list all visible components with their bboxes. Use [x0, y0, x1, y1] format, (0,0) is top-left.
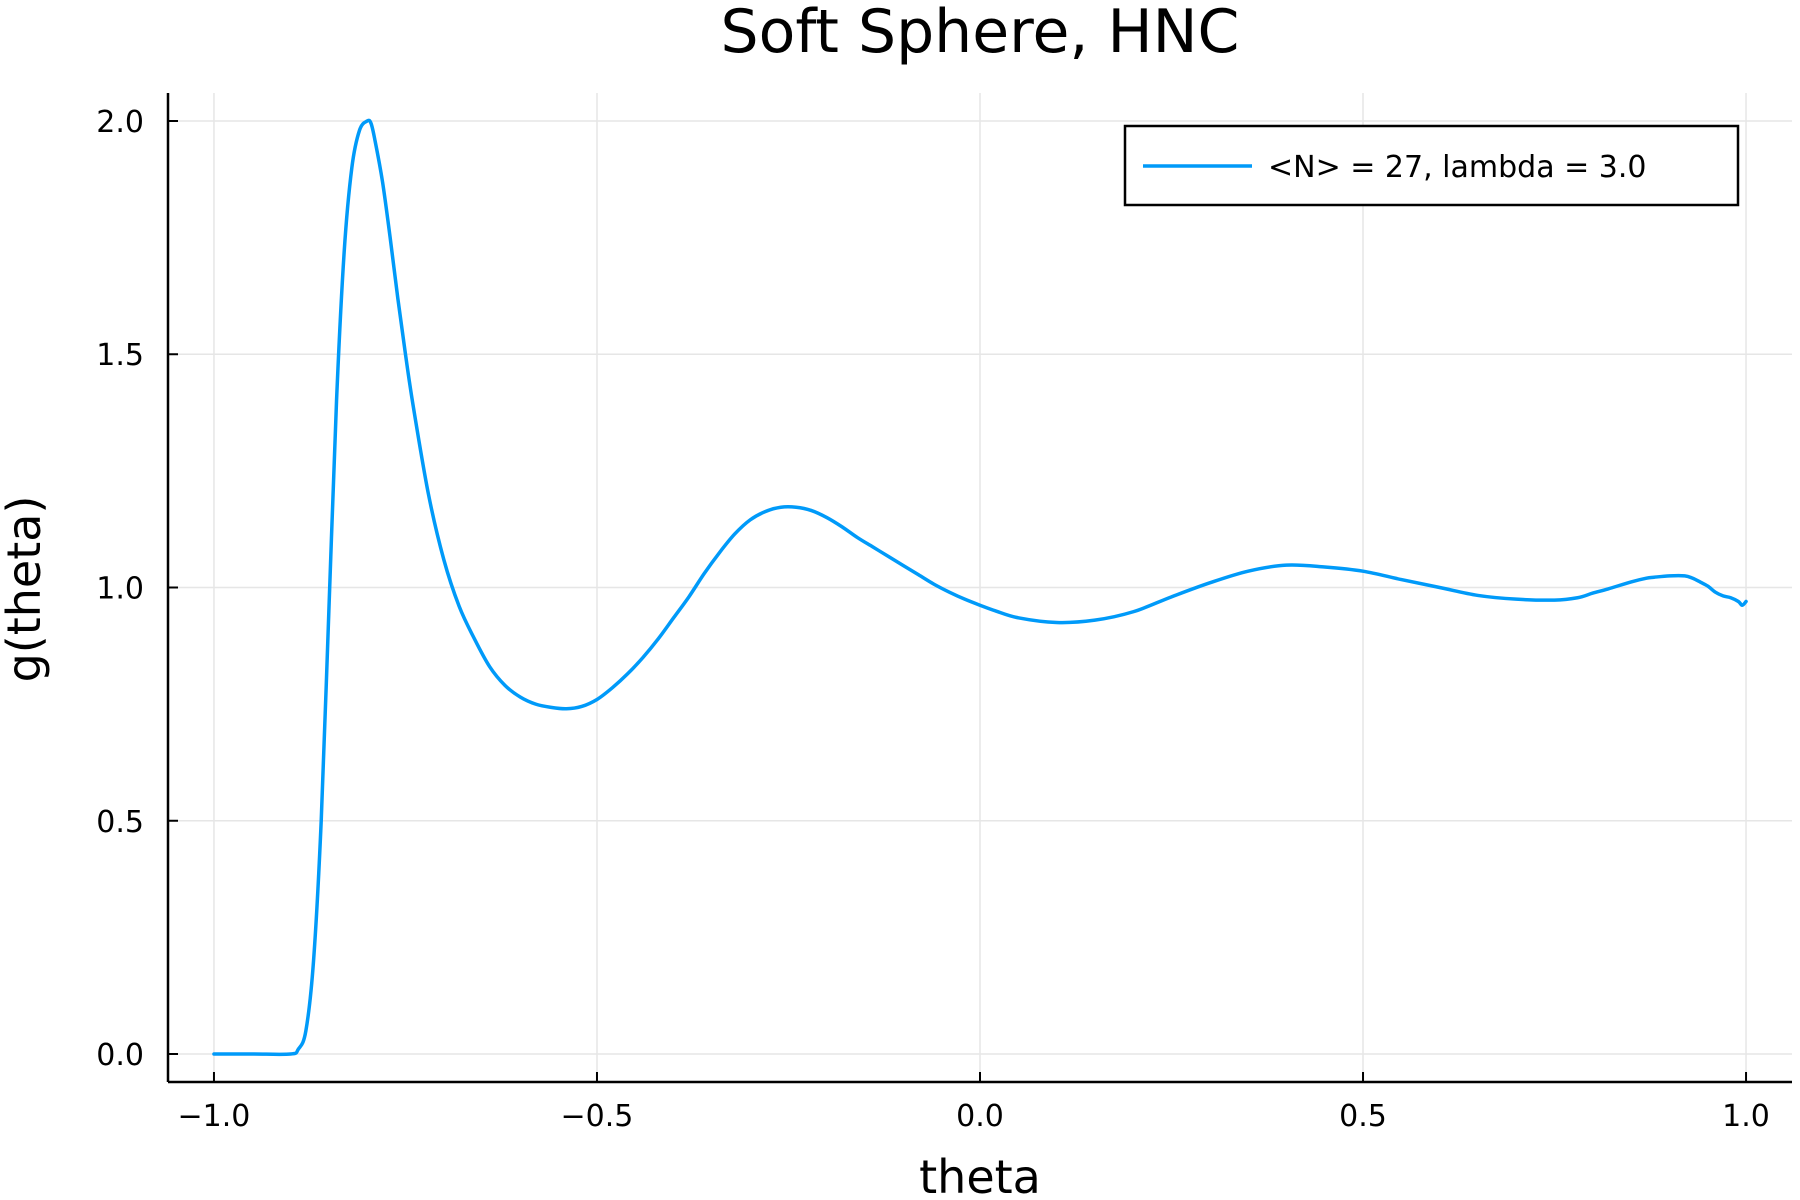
- axes: [166, 93, 1792, 1084]
- y-tick-label: 1.0: [96, 572, 144, 607]
- x-tick-label: 0.0: [956, 1099, 1004, 1134]
- legend-entry-label: <N> = 27, lambda = 3.0: [1268, 150, 1647, 185]
- x-tick-label: −1.0: [178, 1099, 251, 1134]
- series-line-0: [212, 118, 1748, 1057]
- x-tick-label: 1.0: [1722, 1099, 1770, 1134]
- x-tick-label: −0.5: [561, 1099, 634, 1134]
- grid-lines: [168, 93, 1792, 1082]
- y-tick-label: 0.0: [96, 1038, 144, 1073]
- series-layer: [212, 118, 1748, 1057]
- tick-labels: −1.0 −0.5 0.0 0.5 1.0 0.0 0.5 1.0 1.5 2.0: [96, 105, 1770, 1134]
- y-tick-label: 2.0: [96, 105, 144, 140]
- x-tick-label: 0.5: [1339, 1099, 1387, 1134]
- chart-title: Soft Sphere, HNC: [721, 0, 1240, 67]
- y-tick-label: 0.5: [96, 805, 144, 840]
- x-axis-label: theta: [919, 1150, 1041, 1200]
- y-tick-label: 1.5: [96, 338, 144, 373]
- y-axis-label: g(theta): [0, 496, 51, 683]
- legend: <N> = 27, lambda = 3.0: [1123, 124, 1740, 207]
